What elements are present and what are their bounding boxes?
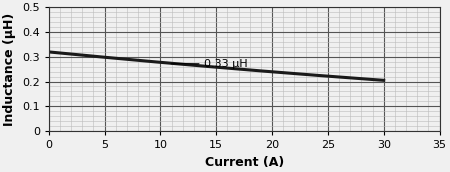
- X-axis label: Current (A): Current (A): [205, 155, 284, 169]
- Y-axis label: Inductance (μH): Inductance (μH): [4, 13, 17, 126]
- Text: 0.33 μH: 0.33 μH: [204, 59, 248, 69]
